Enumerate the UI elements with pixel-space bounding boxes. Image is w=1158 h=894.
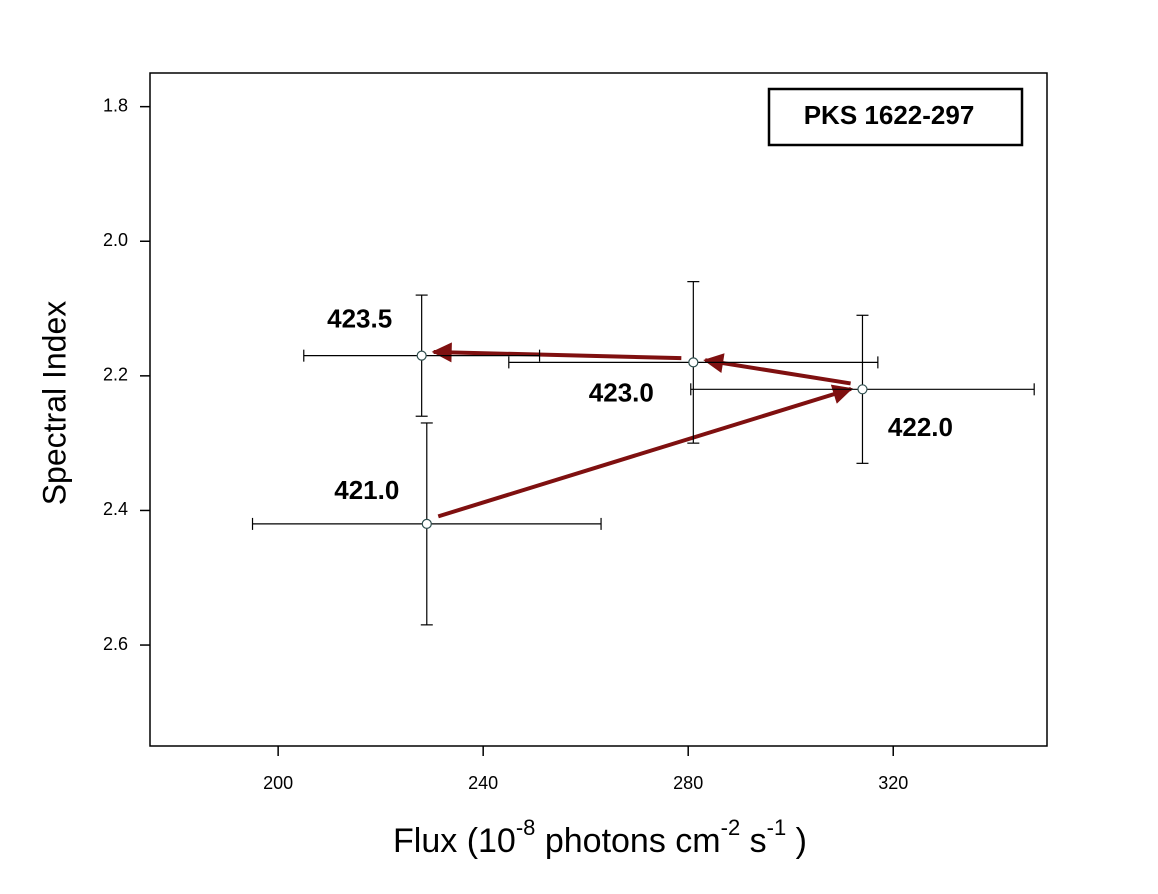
annotation-box — [767, 87, 1024, 147]
plot-frame — [149, 72, 1048, 747]
x-tick-label: 320 — [878, 773, 908, 793]
y-axis-label: Spectral Index — [36, 301, 72, 506]
trajectory-arrow — [437, 384, 853, 519]
data-point — [421, 518, 432, 530]
annotation: PKS 1622-297 — [804, 100, 975, 130]
trajectory-arrow — [703, 353, 851, 386]
point-label: 422.0 — [888, 412, 953, 442]
x-label-sup: -1 — [767, 815, 787, 840]
data-point — [688, 357, 699, 368]
x-label-part: ) — [786, 822, 807, 860]
y-tick-label: 2.0 — [103, 230, 128, 250]
x-label-sup: -8 — [516, 815, 536, 840]
point-label: 423.0 — [589, 377, 654, 407]
x-label-part: s — [740, 822, 766, 860]
x-label-part: Flux (10 — [393, 822, 516, 860]
data-point — [857, 384, 868, 395]
y-tick-label: 2.6 — [103, 634, 128, 654]
data-point — [416, 350, 427, 361]
x-label-part: photons cm — [535, 822, 720, 860]
y-tick-label: 2.2 — [103, 365, 128, 385]
point-label: 421.0 — [334, 475, 399, 505]
trajectory-arrow — [431, 342, 682, 363]
x-label-sup: -2 — [721, 815, 741, 840]
x-tick-label: 200 — [263, 773, 293, 793]
y-tick-label: 2.4 — [103, 499, 128, 519]
point-label: 423.5 — [327, 304, 392, 334]
x-axis-label: Flux (10-8 photons cm-2 s-1 ) — [393, 815, 807, 860]
x-tick-label: 280 — [673, 773, 703, 793]
x-tick-label: 240 — [468, 773, 498, 793]
y-tick-label: 1.8 — [103, 95, 128, 115]
